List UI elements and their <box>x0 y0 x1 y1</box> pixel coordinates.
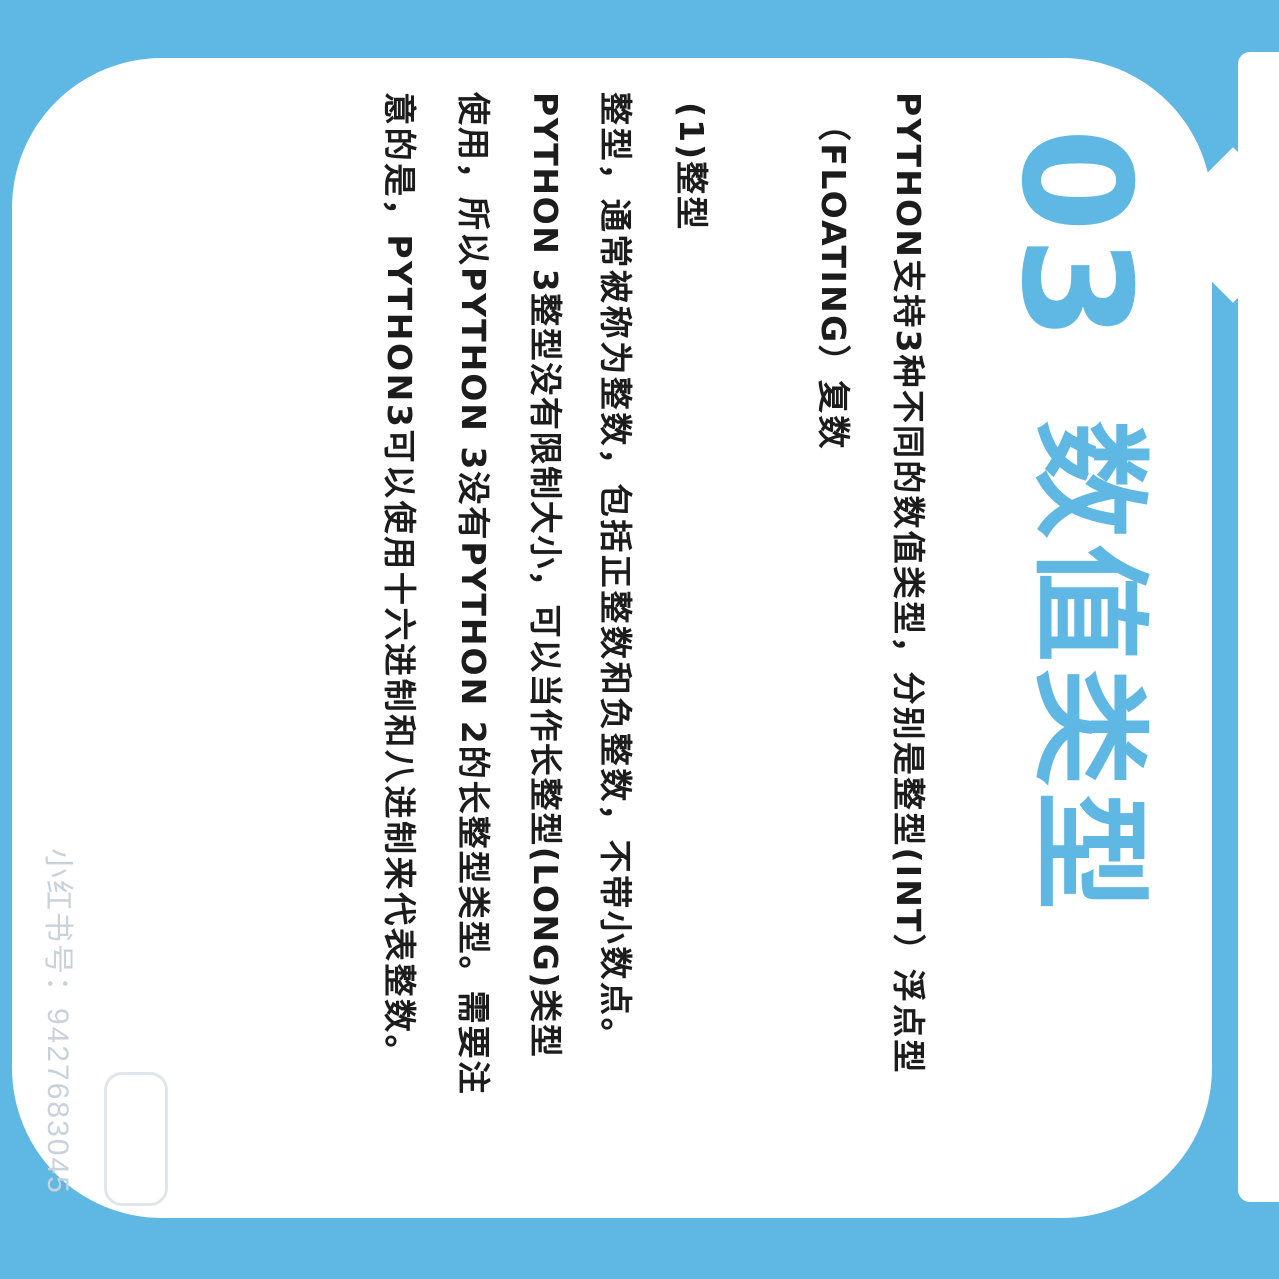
body-line: （FLOATING）复数 <box>814 108 853 451</box>
body-line: 意的是，PYTHON3可以使用十六进制和八进制来代表整数。 <box>380 92 419 1071</box>
content-card <box>12 58 1212 1218</box>
body-line: 整型，通常被称为整数，包括正整数和负整数，不带小数点。 <box>596 92 635 1054</box>
body-line: 使用，所以PYTHON 3没有PYTHON 2的长整型类型。需要注 <box>454 92 493 1096</box>
watermark-logo <box>104 1072 168 1206</box>
subheading: (1)整型 <box>672 102 711 232</box>
body-line: PYTHON支持3种不同的数值类型，分别是整型(INT）浮点型 <box>889 92 928 1075</box>
watermark-text: 小红书号：9427683045 <box>41 848 74 1195</box>
section-number: 03 <box>988 128 1162 345</box>
body-line: PYTHON 3整型没有限制大小，可以当作长整型(LONG)类型 <box>526 92 565 1059</box>
section-title: 数值类型 <box>1020 420 1158 917</box>
